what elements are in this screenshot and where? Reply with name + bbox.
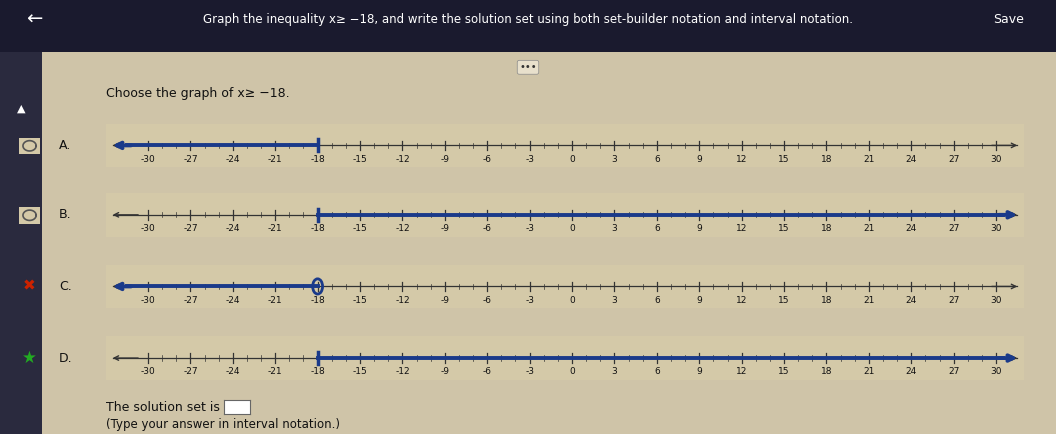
Text: 6: 6 (654, 367, 660, 376)
Text: 30: 30 (991, 224, 1002, 233)
Text: 15: 15 (778, 296, 790, 305)
Text: 15: 15 (778, 155, 790, 164)
Text: 24: 24 (906, 224, 917, 233)
Text: -21: -21 (268, 155, 283, 164)
Text: -15: -15 (353, 367, 367, 376)
Text: -18: -18 (310, 296, 325, 305)
Text: -21: -21 (268, 367, 283, 376)
Text: (Type your answer in interval notation.): (Type your answer in interval notation.) (106, 418, 340, 431)
Text: -27: -27 (183, 224, 197, 233)
Text: Choose the graph of x≥ −18.: Choose the graph of x≥ −18. (106, 87, 289, 100)
Text: 21: 21 (863, 367, 874, 376)
Text: -30: -30 (140, 224, 155, 233)
Text: -9: -9 (440, 224, 449, 233)
Text: 9: 9 (696, 155, 702, 164)
Text: -24: -24 (226, 224, 240, 233)
Text: 6: 6 (654, 224, 660, 233)
Text: 18: 18 (821, 155, 832, 164)
Text: D.: D. (59, 352, 72, 365)
Text: 27: 27 (948, 296, 959, 305)
Text: 21: 21 (863, 224, 874, 233)
Text: -30: -30 (140, 367, 155, 376)
Text: 0: 0 (569, 155, 574, 164)
Text: -18: -18 (310, 155, 325, 164)
Text: -15: -15 (353, 155, 367, 164)
Text: 21: 21 (863, 155, 874, 164)
Text: The solution set is: The solution set is (106, 401, 220, 414)
Text: Save: Save (994, 13, 1024, 26)
Text: -6: -6 (483, 367, 492, 376)
Text: 3: 3 (611, 296, 618, 305)
Text: -12: -12 (395, 224, 410, 233)
Text: 12: 12 (736, 367, 748, 376)
Text: -6: -6 (483, 155, 492, 164)
Text: 3: 3 (611, 224, 618, 233)
Text: -12: -12 (395, 155, 410, 164)
Text: 24: 24 (906, 296, 917, 305)
Text: Graph the inequality x≥ −18, and write the solution set using both set-builder n: Graph the inequality x≥ −18, and write t… (203, 13, 853, 26)
Text: 18: 18 (821, 367, 832, 376)
Text: 0: 0 (569, 224, 574, 233)
Text: ▲: ▲ (17, 103, 25, 114)
Text: 30: 30 (991, 296, 1002, 305)
Text: 27: 27 (948, 224, 959, 233)
Text: -18: -18 (310, 224, 325, 233)
Text: 0: 0 (569, 367, 574, 376)
Text: 3: 3 (611, 155, 618, 164)
Text: -3: -3 (525, 224, 534, 233)
Text: -15: -15 (353, 224, 367, 233)
Text: 18: 18 (821, 296, 832, 305)
Text: 3: 3 (611, 367, 618, 376)
Text: B.: B. (59, 208, 72, 221)
Text: -30: -30 (140, 296, 155, 305)
Text: -27: -27 (183, 296, 197, 305)
Text: -3: -3 (525, 296, 534, 305)
Text: -12: -12 (395, 296, 410, 305)
Text: C.: C. (59, 280, 72, 293)
Text: 12: 12 (736, 296, 748, 305)
Text: 21: 21 (863, 296, 874, 305)
Text: ✖: ✖ (23, 279, 36, 294)
Text: 6: 6 (654, 296, 660, 305)
Text: -12: -12 (395, 367, 410, 376)
Text: -3: -3 (525, 367, 534, 376)
Text: 6: 6 (654, 155, 660, 164)
Text: -21: -21 (268, 224, 283, 233)
Text: -24: -24 (226, 155, 240, 164)
Text: ←: ← (26, 10, 43, 29)
Text: -6: -6 (483, 224, 492, 233)
Text: 12: 12 (736, 224, 748, 233)
Text: 0: 0 (569, 296, 574, 305)
Text: 12: 12 (736, 155, 748, 164)
Text: -6: -6 (483, 296, 492, 305)
Text: -3: -3 (525, 155, 534, 164)
Text: -30: -30 (140, 155, 155, 164)
Text: -24: -24 (226, 296, 240, 305)
Text: 18: 18 (821, 224, 832, 233)
Text: 9: 9 (696, 296, 702, 305)
Text: -27: -27 (183, 155, 197, 164)
Text: 9: 9 (696, 367, 702, 376)
Text: 9: 9 (696, 224, 702, 233)
Text: -9: -9 (440, 367, 449, 376)
Text: -9: -9 (440, 155, 449, 164)
Text: -24: -24 (226, 367, 240, 376)
Text: 15: 15 (778, 224, 790, 233)
Text: 24: 24 (906, 155, 917, 164)
Text: 30: 30 (991, 155, 1002, 164)
Text: A.: A. (59, 139, 72, 152)
Text: ★: ★ (22, 349, 37, 367)
Text: 15: 15 (778, 367, 790, 376)
Text: 27: 27 (948, 367, 959, 376)
Text: •••: ••• (520, 62, 536, 72)
Text: -9: -9 (440, 296, 449, 305)
Text: -18: -18 (310, 367, 325, 376)
Text: 27: 27 (948, 155, 959, 164)
Text: -27: -27 (183, 367, 197, 376)
Text: -21: -21 (268, 296, 283, 305)
Text: 30: 30 (991, 367, 1002, 376)
Text: -15: -15 (353, 296, 367, 305)
Text: 24: 24 (906, 367, 917, 376)
